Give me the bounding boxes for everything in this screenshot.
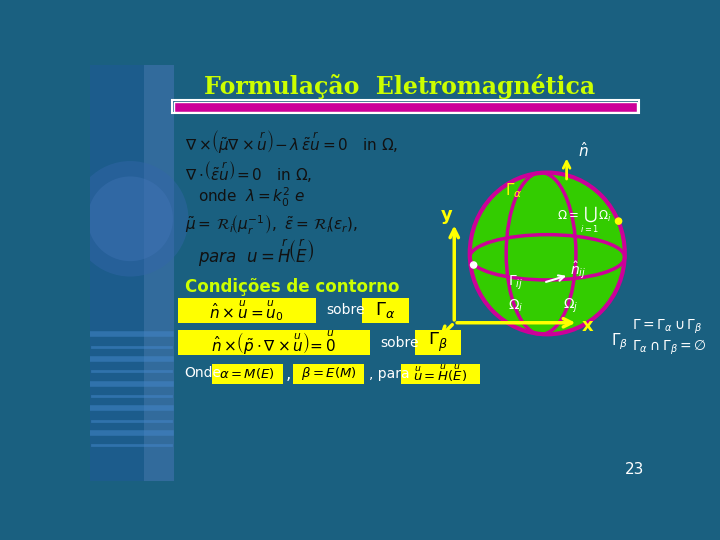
Text: $\alpha = M(E)$: $\alpha = M(E)$	[220, 366, 275, 381]
Circle shape	[88, 177, 173, 261]
Text: sobre: sobre	[381, 336, 419, 350]
Text: $\nabla \times \!\left(\tilde{\mu}\nabla \times \overset{r}{u}\right)\!-\lambda\: $\nabla \times \!\left(\tilde{\mu}\nabla…	[184, 129, 398, 156]
Circle shape	[471, 262, 477, 268]
Text: 23: 23	[625, 462, 644, 477]
Ellipse shape	[469, 173, 625, 334]
Text: $\Gamma=\Gamma_\alpha\cup\Gamma_\beta$: $\Gamma=\Gamma_\alpha\cup\Gamma_\beta$	[632, 318, 703, 336]
Text: $\hat{n}$: $\hat{n}$	[578, 141, 589, 160]
Bar	[144, 65, 174, 481]
Text: ,: ,	[286, 364, 292, 382]
Text: $\nabla \cdot \!\left(\tilde{\varepsilon}\overset{r}{u}\right)\!=0\quad \mathrm{: $\nabla \cdot \!\left(\tilde{\varepsilon…	[184, 159, 312, 184]
Text: onde $\;\lambda{=}k_0^2\;e$: onde $\;\lambda{=}k_0^2\;e$	[199, 186, 305, 209]
Text: z: z	[424, 340, 435, 358]
Text: $\overset{u}{u}=\overset{u}{H}(\overset{u}{E})$: $\overset{u}{u}=\overset{u}{H}(\overset{…	[413, 363, 467, 384]
Circle shape	[72, 161, 189, 276]
Text: Condições de contorno: Condições de contorno	[184, 278, 399, 295]
FancyBboxPatch shape	[179, 298, 315, 323]
Text: , para: , para	[369, 367, 410, 381]
FancyBboxPatch shape	[401, 363, 480, 383]
Text: $\Gamma_\alpha\cap\Gamma_\beta=\emptyset$: $\Gamma_\alpha\cap\Gamma_\beta=\emptyset…	[632, 339, 707, 357]
Text: $\Gamma_\alpha$: $\Gamma_\alpha$	[505, 181, 522, 200]
Text: $\Gamma_{ij}$: $\Gamma_{ij}$	[508, 274, 523, 292]
Text: $\Gamma_\beta$: $\Gamma_\beta$	[611, 332, 628, 352]
FancyBboxPatch shape	[212, 363, 283, 383]
Text: $\mathit{para}\ \ u=\overset{r}{H}\!\left(\overset{r}{E}\right)$: $\mathit{para}\ \ u=\overset{r}{H}\!\lef…	[199, 237, 315, 268]
Text: $\Gamma_\alpha$: $\Gamma_\alpha$	[375, 300, 395, 320]
Text: $\tilde{\mu}{=}\,\mathcal{R}_i\!\left(\mu_r^{-1}\right),\ \tilde{\varepsilon}{=}: $\tilde{\mu}{=}\,\mathcal{R}_i\!\left(\m…	[184, 213, 357, 237]
Text: $\Omega_i$: $\Omega_i$	[508, 298, 524, 314]
Text: $\Omega{=}\bigcup_{i=1}^{}\Omega_i$: $\Omega{=}\bigcup_{i=1}^{}\Omega_i$	[557, 202, 611, 235]
Circle shape	[616, 218, 621, 224]
Text: $\beta = E(M)$: $\beta = E(M)$	[301, 365, 356, 382]
Text: y: y	[441, 206, 452, 224]
Bar	[174, 102, 637, 112]
FancyBboxPatch shape	[293, 363, 364, 383]
Bar	[90, 65, 174, 481]
Text: x: x	[582, 317, 593, 335]
Text: $\Gamma_\beta$: $\Gamma_\beta$	[428, 331, 448, 354]
Text: $\hat{n}\times\!\left(\tilde{p}\cdot\nabla\times\overset{u}{u}\right)\!=\overset: $\hat{n}\times\!\left(\tilde{p}\cdot\nab…	[211, 329, 336, 357]
Text: Onde: Onde	[184, 366, 222, 380]
Text: $\Omega_j$: $\Omega_j$	[563, 296, 578, 315]
FancyBboxPatch shape	[179, 330, 370, 355]
Text: sobre: sobre	[326, 303, 365, 318]
Text: $\hat{n}_{ij}$: $\hat{n}_{ij}$	[570, 260, 587, 281]
Text: $\hat{n}\times\overset{u}{u}=\overset{u}{u}_0$: $\hat{n}\times\overset{u}{u}=\overset{u}…	[210, 298, 284, 323]
FancyBboxPatch shape	[362, 298, 408, 323]
Text: Formulação  Eletromagnética: Formulação Eletromagnética	[204, 74, 595, 99]
FancyBboxPatch shape	[415, 330, 462, 355]
